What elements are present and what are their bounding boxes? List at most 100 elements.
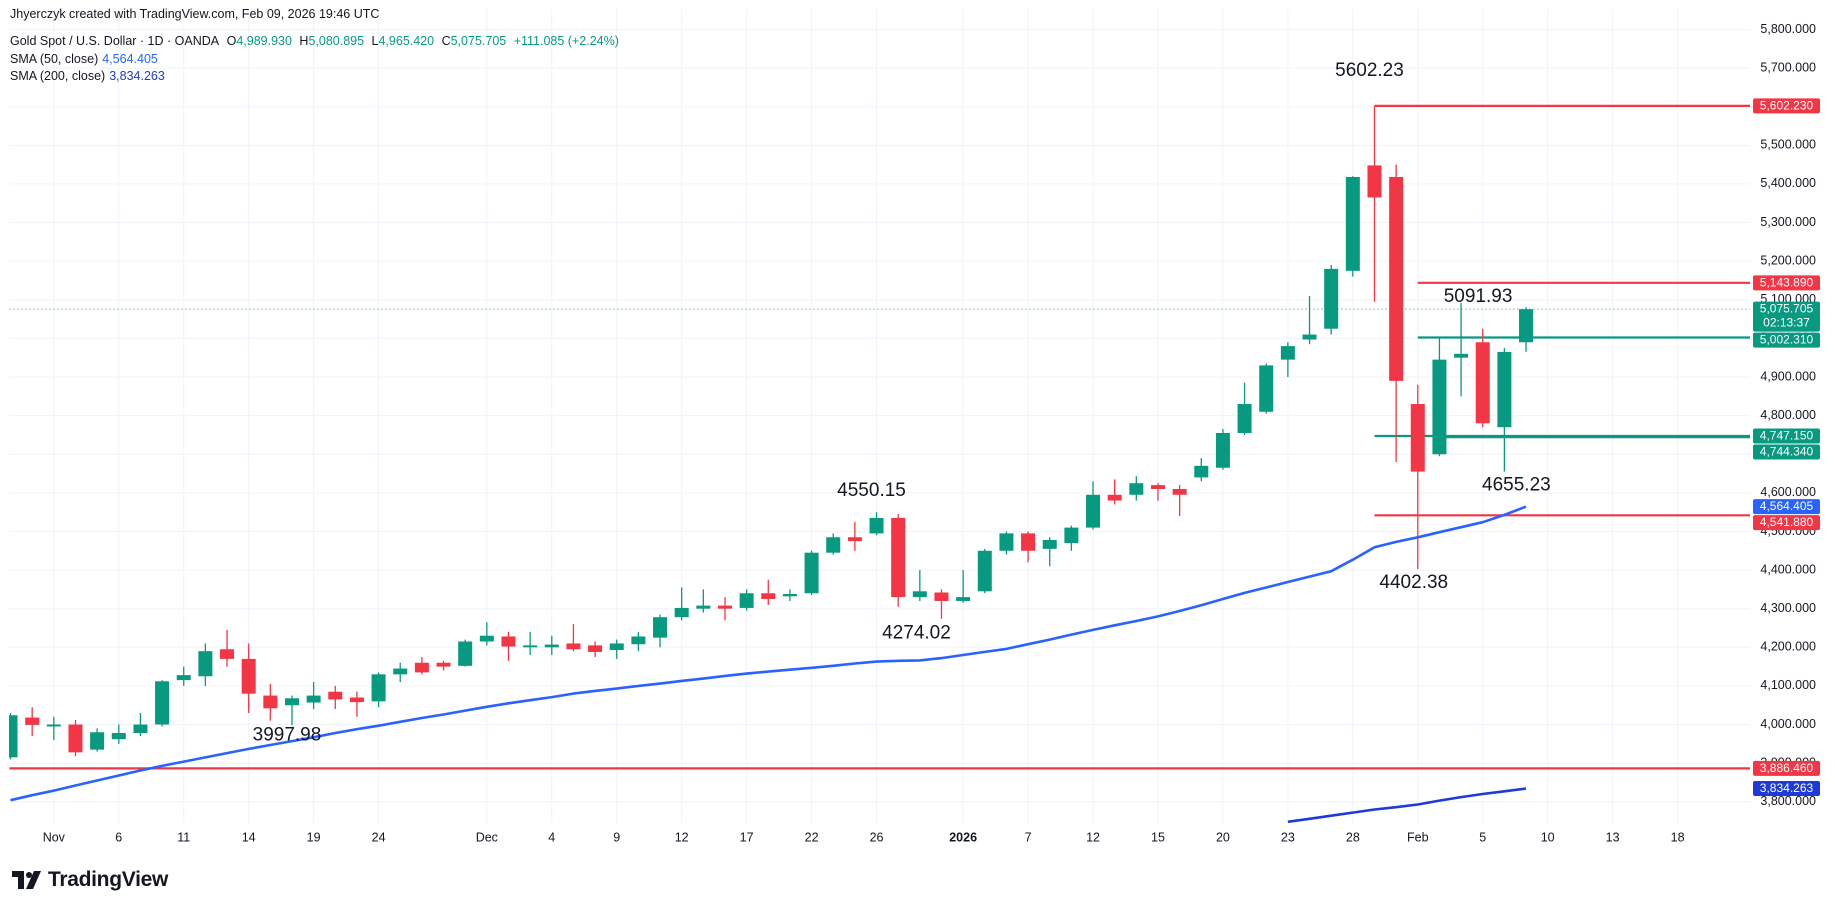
y-tick-label: 4,200.000: [1760, 640, 1816, 654]
ohlc-value: 4,989.930: [236, 34, 292, 48]
attribution-text: Jhyerczyk created with TradingView.com, …: [10, 7, 380, 21]
candle-body: [46, 724, 61, 727]
candle-body: [1324, 268, 1339, 329]
x-tick-label: Dec: [476, 830, 498, 844]
candle-body: [133, 724, 148, 734]
sma-line: [1287, 787, 1527, 823]
ohlc-value: 5,075.705: [450, 34, 507, 48]
x-tick-label: 22: [805, 830, 819, 844]
candle-body: [1129, 483, 1144, 495]
indicator-legend: SMA (200, close) 3,834.263: [10, 68, 169, 84]
candle-body: [1280, 346, 1295, 360]
candle-body: [609, 643, 624, 651]
x-tick-label: 28: [1346, 830, 1360, 844]
x-tick-label: 18: [1671, 830, 1685, 844]
symbol-title: Gold Spot / U.S. Dollar · 1D · OANDA: [10, 34, 220, 48]
price-annotation: 4402.38: [1379, 572, 1448, 593]
axis-price-label: 4,564.405: [1760, 499, 1814, 513]
x-tick-label: 24: [372, 830, 386, 844]
axis-price-label: 4,541.880: [1760, 515, 1814, 529]
axes: 3,800.0003,900.0004,000.0004,100.0004,20…: [43, 22, 1816, 845]
candle-body: [241, 658, 256, 694]
candle-body: [782, 594, 797, 597]
indicator-value: 4,564.405: [102, 52, 158, 66]
levels: [9, 104, 1750, 770]
axis-price-box: [1753, 428, 1820, 444]
candle-body: [674, 607, 689, 618]
axis-price-box: [1753, 98, 1820, 114]
x-tick-label: 12: [1086, 830, 1100, 844]
price-annotation: 3997.98: [253, 724, 322, 745]
candle-body: [198, 651, 213, 677]
candle-body: [371, 674, 386, 702]
candle-body: [1107, 494, 1122, 501]
x-tick-label: 14: [242, 830, 256, 844]
candle-body: [393, 668, 408, 675]
candle-body: [761, 593, 776, 600]
candle-body: [1345, 176, 1360, 271]
candle-body: [176, 675, 191, 681]
candle-body: [1172, 488, 1187, 495]
y-tick-label: 5,500.000: [1760, 138, 1816, 152]
x-tick-label: 7: [1025, 830, 1032, 844]
ohlc-key: H: [299, 34, 309, 48]
x-tick-label: 26: [870, 830, 884, 844]
candle-body: [1086, 494, 1101, 528]
candle-body: [1302, 334, 1317, 340]
candle-body: [1519, 309, 1534, 343]
axis-price-label: 5,143.890: [1760, 275, 1814, 289]
candle-body: [220, 649, 235, 659]
price-annotation: 4550.15: [837, 480, 906, 501]
candle-body: [1259, 365, 1274, 412]
axis-price-box: [1753, 515, 1820, 531]
candle-body: [869, 517, 884, 534]
candle-body: [956, 597, 971, 601]
ohlc-key: O: [226, 34, 237, 48]
x-tick-label: 20: [1216, 830, 1230, 844]
price-annotation: 5091.93: [1444, 286, 1513, 307]
ohlc-value: 5,080.895: [308, 34, 365, 48]
candle-body: [90, 732, 105, 750]
candle-body: [653, 617, 668, 638]
candle-body: [306, 695, 321, 703]
y-tick-label: 5,700.000: [1760, 60, 1816, 74]
indicator-legend: SMA (50, close) 4,564.405: [10, 51, 162, 67]
candle-body: [544, 644, 559, 648]
candle-body: [1497, 351, 1512, 428]
axis-price-box: [1753, 275, 1820, 291]
x-tick-label: 12: [675, 830, 689, 844]
candle-body: [1064, 527, 1079, 544]
x-tick-label: 9: [613, 830, 620, 844]
candle-body: [1194, 465, 1209, 478]
axis-price-label: 5,075.705: [1760, 302, 1814, 316]
x-tick-label: 13: [1606, 830, 1620, 844]
y-tick-label: 4,800.000: [1760, 408, 1816, 422]
x-tick-label: 23: [1281, 830, 1295, 844]
candle-body: [523, 645, 538, 648]
indicator-name: SMA (50, close): [10, 52, 99, 66]
logo: TradingView: [12, 868, 168, 892]
axis-price-label: 5,602.230: [1760, 98, 1814, 112]
price-annotation: 5602.23: [1335, 60, 1404, 81]
axis-price-box: [1753, 781, 1820, 797]
axis-price-label: 02:13:37: [1763, 316, 1810, 330]
logo-icon: [12, 871, 41, 889]
x-tick-label: 11: [177, 830, 190, 844]
candle-body: [501, 636, 516, 647]
axis-price-label: 4,747.150: [1760, 429, 1814, 443]
candle-body: [739, 593, 754, 608]
candle-body: [1389, 176, 1404, 381]
y-tick-label: 5,200.000: [1760, 253, 1816, 267]
candle-body: [696, 605, 711, 609]
x-tick-label: 5: [1479, 830, 1486, 844]
candle-body: [349, 697, 364, 703]
candle-body: [804, 552, 819, 594]
candle-body: [436, 662, 451, 667]
candle-body: [1475, 342, 1490, 424]
candle-body: [1367, 165, 1382, 198]
candle-body: [588, 645, 603, 652]
ohlc-value: 4,965.420: [378, 34, 435, 48]
y-tick-label: 4,100.000: [1760, 678, 1816, 692]
